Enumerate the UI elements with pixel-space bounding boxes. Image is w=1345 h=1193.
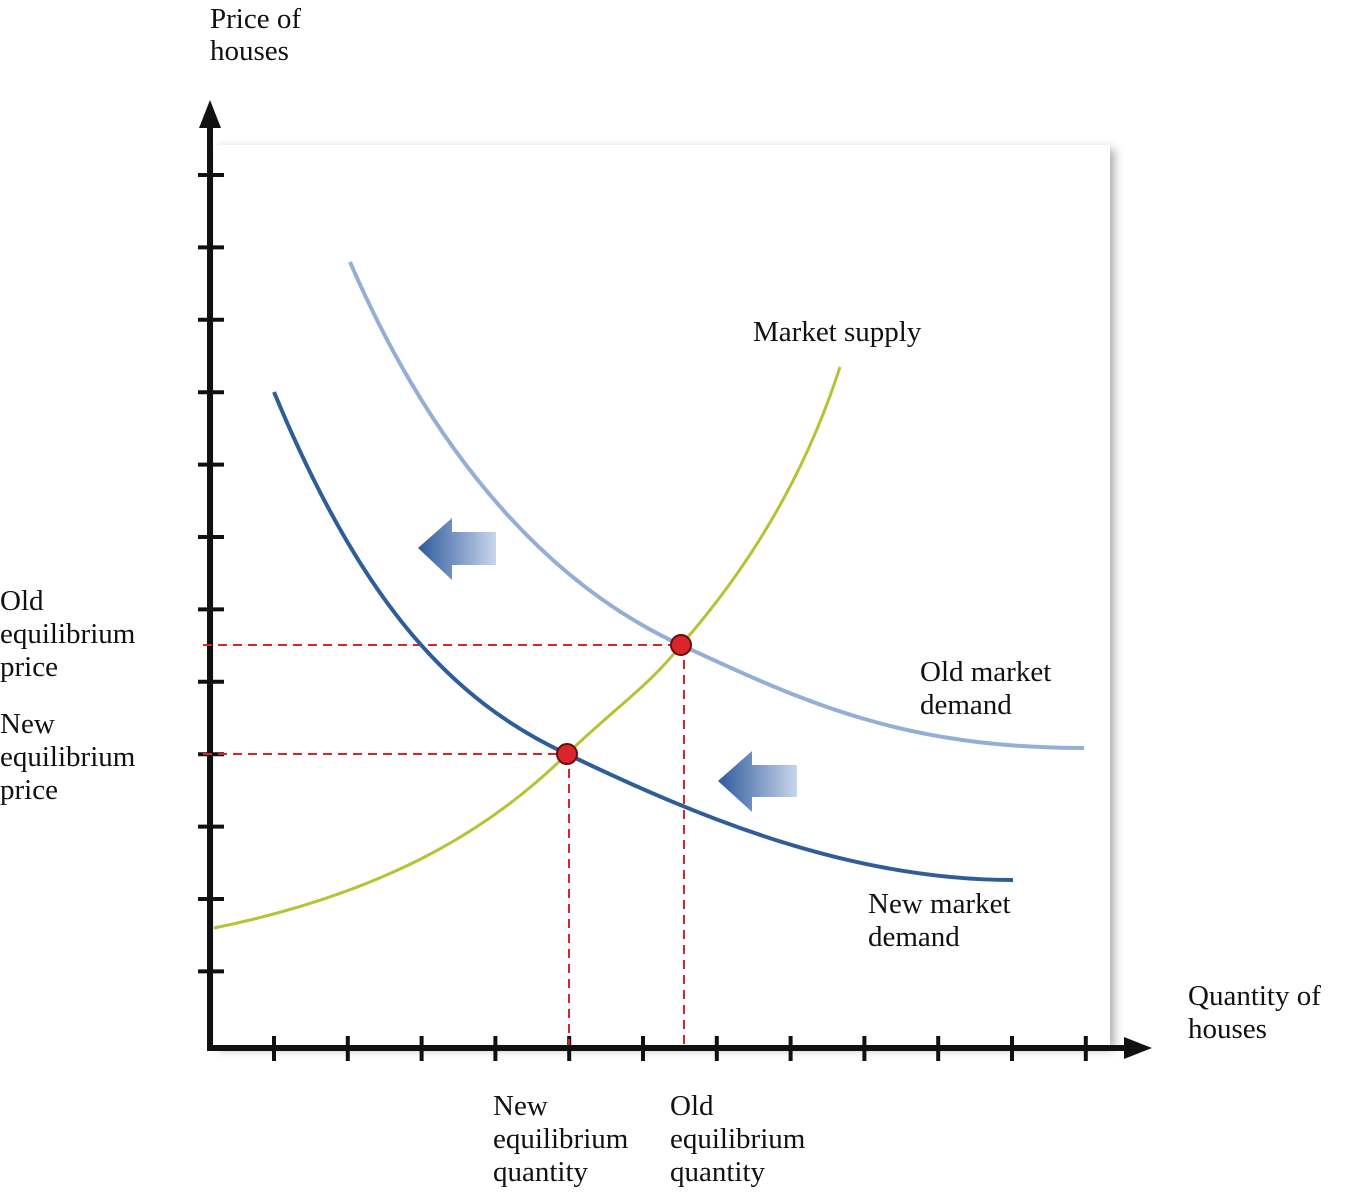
price-label: price — [0, 774, 58, 806]
price-label: equilibrium — [0, 618, 136, 650]
curve-label: demand — [868, 921, 960, 953]
guides — [203, 644, 685, 1045]
x-axis-arrow — [1124, 1037, 1152, 1059]
shift-arrow — [718, 751, 797, 812]
curve-label: Old market — [920, 656, 1051, 688]
labels: Price of houses Quantity of houses Marke… — [0, 3, 1321, 1188]
shift-arrow — [418, 518, 496, 580]
new-equilibrium-point — [556, 743, 578, 765]
old-equilibrium-point — [670, 634, 692, 656]
curve-label: demand — [920, 689, 1012, 721]
x-axis-label: Quantity of — [1188, 980, 1321, 1012]
quantity-label: Old — [670, 1090, 714, 1122]
y-axis-arrow — [199, 100, 221, 128]
quantity-label: quantity — [493, 1156, 589, 1188]
x-axis-label: houses — [1188, 1013, 1267, 1045]
price-label: price — [0, 651, 58, 683]
price-label: equilibrium — [0, 741, 136, 773]
supply-curve — [213, 366, 842, 930]
curve-label: Market supply — [753, 316, 922, 348]
quantity-label: quantity — [670, 1156, 766, 1188]
curve-label: New market — [868, 888, 1011, 920]
price-label: New — [0, 708, 55, 740]
quantity-label: equilibrium — [493, 1123, 629, 1155]
quantity-label: New — [493, 1090, 548, 1122]
quantity-label: equilibrium — [670, 1123, 806, 1155]
y-axis-label: houses — [210, 35, 289, 67]
price-label: Old — [0, 585, 44, 617]
y-axis-label: Price of — [210, 3, 301, 35]
